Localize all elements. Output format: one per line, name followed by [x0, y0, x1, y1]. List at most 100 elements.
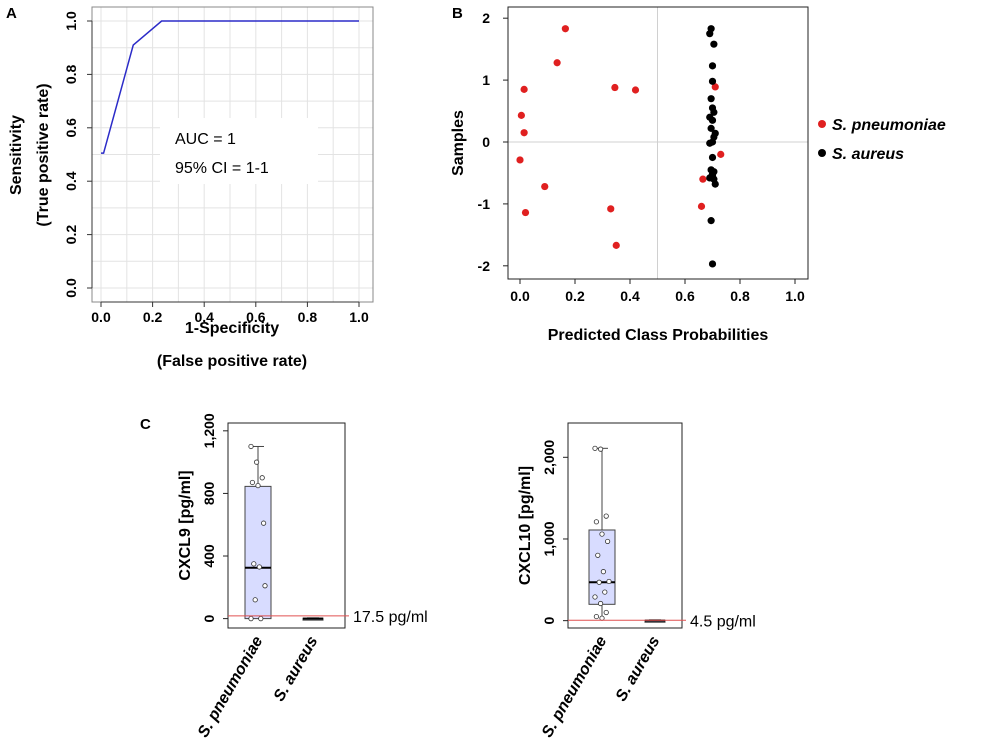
x-tick-label: 0.6: [246, 309, 266, 325]
point-s-aureus: [711, 180, 719, 188]
data-point: [597, 446, 604, 452]
data-point: [592, 445, 598, 451]
panel-label-a: A: [6, 5, 17, 22]
data-point: [603, 513, 609, 519]
data-point: [251, 561, 257, 567]
y-tick-label: 1: [482, 72, 490, 88]
box-iqr: [588, 529, 616, 605]
point-s-pneumoniae: [699, 175, 707, 183]
y-tick-label: 1,200: [201, 413, 217, 448]
y-tick-label: -1: [478, 196, 491, 212]
roc-curve: [101, 20, 359, 154]
threshold-label: 4.5 pg/ml: [690, 613, 756, 630]
data-point: [252, 597, 258, 603]
data-point: [248, 616, 254, 622]
point-s-pneumoniae: [611, 83, 619, 92]
plot-frame: [227, 422, 346, 629]
y-tick-label: 0.2: [63, 225, 79, 245]
data-point: [258, 616, 264, 622]
ci-label: 95% CI = 1-1: [175, 160, 269, 177]
panel-label-b: B: [452, 5, 463, 22]
data-point: [602, 589, 608, 595]
y-axis-title: CXCL10 [pg/ml]: [517, 466, 534, 585]
x-tick-label: 0.4: [194, 309, 214, 325]
x-category-label: S. aureus: [613, 633, 664, 704]
y-tick-label: 0.0: [63, 278, 79, 298]
x-category-label: S. aureus: [271, 633, 322, 704]
point-s-pneumoniae: [517, 111, 525, 119]
y-axis-title: CXCL9 [pg/ml]: [177, 470, 194, 580]
point-s-aureus: [708, 62, 717, 70]
data-point: [606, 578, 612, 585]
point-s-pneumoniae: [520, 85, 528, 93]
point-s-pneumoniae: [561, 25, 569, 33]
point-s-pneumoniae: [717, 150, 725, 158]
y-tick-label: 0: [201, 615, 217, 623]
data-point: [260, 520, 267, 526]
x-tick-label: 0.6: [675, 288, 695, 304]
y-tick-label: 2,000: [541, 440, 557, 475]
point-s-aureus: [708, 260, 717, 268]
data-point: [248, 443, 254, 450]
x-category-label: S. pneumoniae: [195, 633, 267, 740]
x-tick-label: 1.0: [785, 288, 805, 304]
point-s-pneumoniae: [521, 208, 530, 217]
legend-marker: [818, 149, 826, 157]
point-s-aureus: [707, 217, 715, 225]
y-tick-label: 0.8: [63, 64, 79, 84]
x-axis-subtitle: (False positive rate): [157, 353, 307, 370]
plot-frame: [567, 422, 683, 629]
x-tick-label: 0.0: [91, 309, 111, 325]
point-s-pneumoniae: [541, 182, 549, 191]
data-point: [596, 579, 602, 585]
data-point: [256, 564, 262, 570]
data-point: [599, 531, 605, 537]
point-s-aureus: [708, 153, 717, 162]
legend-label: S. pneumoniae: [832, 117, 946, 134]
data-point: [603, 609, 609, 616]
panel-b: 0.0 0.2 0.4 0.6 0.8 1.0 2 1 0 -1 -2 Predicted Class…: [450, 6, 946, 344]
point-s-pneumoniae: [607, 205, 615, 213]
panel-a: 0.0 0.2 0.4 0.6 0.8 1.0 0.0 0.2 0.4 0.6 0.8 1.0 AUC …: [8, 6, 374, 370]
y-tick-label: 0: [482, 134, 490, 150]
point-s-aureus: [710, 108, 718, 116]
y-tick-label: 1.0: [63, 11, 79, 31]
y-tick-label: 800: [201, 482, 217, 506]
data-point: [600, 569, 607, 575]
x-axis-title: 1-Specificity: [185, 320, 279, 337]
y-axis-title: Sensitivity: [8, 115, 25, 195]
data-point: [249, 479, 255, 486]
data-point: [254, 459, 260, 465]
data-point: [604, 538, 611, 545]
data-point: [599, 615, 605, 621]
panel-labels: A B C: [6, 5, 463, 433]
x-tick-label: 0.8: [730, 288, 750, 304]
data-point: [592, 594, 598, 600]
point-s-aureus: [708, 77, 717, 85]
x-tick-label: 1.0: [349, 309, 369, 325]
point-s-pneumoniae: [631, 86, 640, 94]
point-s-pneumoniae: [612, 241, 620, 249]
panel-c-cxcl10: 0 1,000 2,000 S. pneumoniae S. aureus 4.5 pg/…: [517, 422, 756, 741]
point-s-pneumoniae: [520, 129, 528, 137]
x-tick-label: 0.2: [565, 288, 585, 304]
legend-marker: [818, 120, 826, 128]
auc-label: AUC = 1: [175, 131, 236, 148]
y-tick-label: 400: [201, 544, 217, 568]
y-axis-subtitle: (True positive rate): [35, 83, 52, 226]
point-s-pneumoniae: [553, 59, 561, 67]
panel-label-c: C: [140, 416, 151, 433]
y-tick-label: 1,000: [541, 521, 557, 556]
legend-label: S. aureus: [832, 146, 904, 163]
plot-frame: [507, 6, 809, 280]
y-tick-label: 0.4: [63, 171, 79, 191]
point-s-aureus: [708, 116, 717, 124]
data-point: [259, 475, 265, 481]
point-s-aureus: [706, 139, 714, 147]
x-category-label: S. pneumoniae: [539, 633, 611, 740]
point-s-aureus: [710, 40, 718, 48]
x-tick-label: 0.4: [620, 288, 640, 304]
data-point: [595, 552, 601, 558]
data-point: [262, 583, 268, 589]
